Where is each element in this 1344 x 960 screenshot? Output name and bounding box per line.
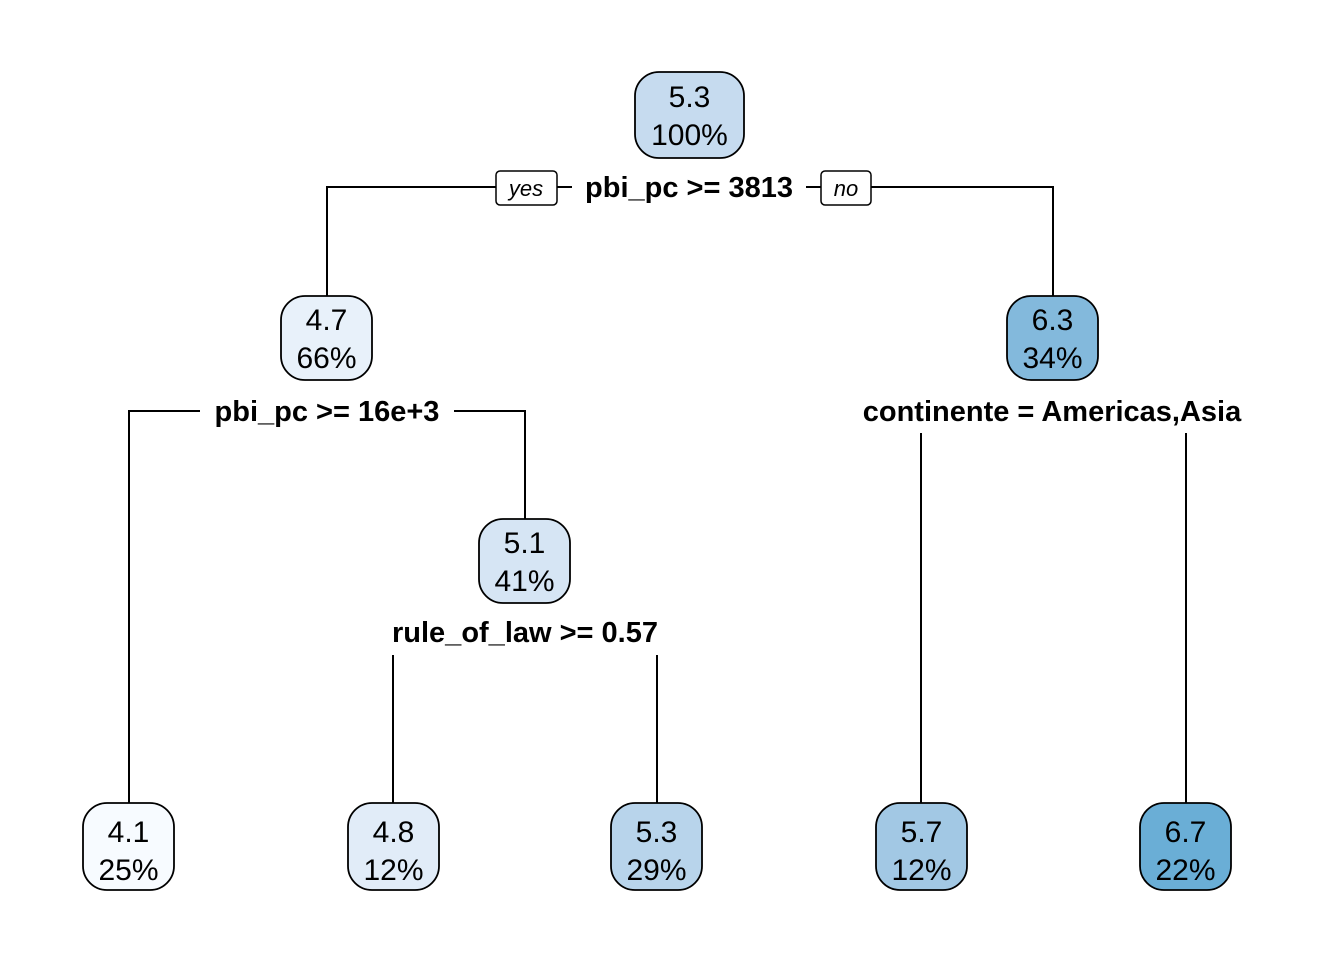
node-leaf1: 4.1 25% (82, 802, 175, 891)
node-n3: 6.3 34% (1006, 295, 1099, 381)
split-label-n5: rule_of_law >= 0.57 (392, 617, 658, 649)
no-tag-box (820, 170, 872, 206)
split-label-n3: continente = Americas,Asia (863, 396, 1242, 428)
node-root-box (634, 71, 745, 159)
node-leaf3-value: 5.3 (636, 816, 678, 849)
node-leaf4-pct: 12% (891, 854, 951, 887)
node-leaf2: 4.8 12% (347, 802, 440, 891)
node-n2-value: 4.7 (306, 304, 348, 337)
edge-root-right (871, 186, 1054, 296)
edge-n2-left (128, 410, 200, 803)
no-tag-label: no (834, 176, 858, 201)
node-leaf1-value: 4.1 (108, 816, 150, 849)
node-n5-value: 5.1 (504, 527, 546, 560)
edge-n2-right (454, 410, 526, 519)
node-n2-box (280, 295, 373, 381)
node-leaf3-box (610, 802, 703, 891)
split-label-root: pbi_pc >= 3813 (585, 172, 793, 204)
node-n3-box (1006, 295, 1099, 381)
node-leaf4: 5.7 12% (875, 802, 968, 891)
node-leaf5: 6.7 22% (1139, 802, 1232, 891)
node-leaf2-pct: 12% (363, 854, 423, 887)
yes-tag-box (495, 170, 558, 206)
node-leaf2-box (347, 802, 440, 891)
node-n5-box (478, 518, 571, 604)
yes-tag: yes (495, 170, 558, 206)
node-leaf1-pct: 25% (98, 854, 158, 887)
node-leaf3: 5.3 29% (610, 802, 703, 891)
tree-edges (128, 186, 1187, 803)
node-n2-pct: 66% (296, 342, 356, 375)
node-leaf2-value: 4.8 (373, 816, 415, 849)
node-leaf5-box (1139, 802, 1232, 891)
node-n5: 5.1 41% (478, 518, 571, 604)
no-tag: no (820, 170, 872, 206)
node-leaf4-value: 5.7 (901, 816, 943, 849)
node-leaf5-value: 6.7 (1165, 816, 1207, 849)
node-leaf3-pct: 29% (626, 854, 686, 887)
node-n3-pct: 34% (1022, 342, 1082, 375)
node-n5-pct: 41% (494, 565, 554, 598)
edge-root-left (326, 186, 496, 296)
node-root-pct: 100% (651, 119, 728, 152)
yes-tag-label: yes (507, 176, 543, 201)
node-leaf1-box (82, 802, 175, 891)
node-root: 5.3 100% (634, 71, 745, 159)
node-leaf5-pct: 22% (1155, 854, 1215, 887)
split-label-n2: pbi_pc >= 16e+3 (215, 396, 440, 428)
node-n2: 4.7 66% (280, 295, 373, 381)
node-root-value: 5.3 (669, 81, 711, 114)
node-leaf4-box (875, 802, 968, 891)
node-n3-value: 6.3 (1032, 304, 1074, 337)
